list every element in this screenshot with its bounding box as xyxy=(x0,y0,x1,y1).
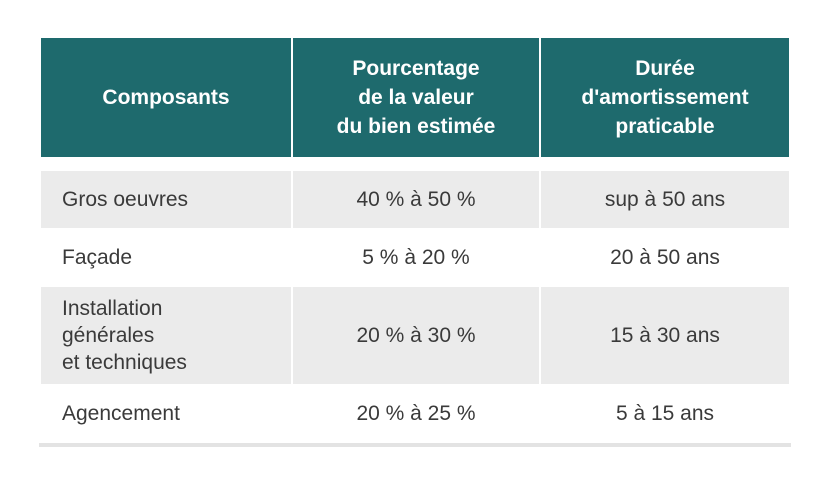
table-row: Agencement 20 % à 25 % 5 à 15 ans xyxy=(41,384,789,443)
cell-duree: sup à 50 ans xyxy=(541,171,789,228)
header-composants: Composants xyxy=(41,38,291,157)
cell-composant: Agencement xyxy=(41,384,291,443)
header-pourcentage: Pourcentage de la valeur du bien estimée xyxy=(293,38,539,157)
header-spacer xyxy=(41,157,789,171)
cell-duree: 5 à 15 ans xyxy=(541,384,789,443)
cell-duree-text: 15 à 30 ans xyxy=(610,324,720,347)
table-row: Installation générales et techniques 20 … xyxy=(41,287,789,384)
cell-pourcentage-text: 20 % à 25 % xyxy=(356,402,476,425)
cell-duree-text: sup à 50 ans xyxy=(604,188,726,211)
cell-composant-text: Gros oeuvres xyxy=(62,188,189,211)
cell-composant: Gros oeuvres xyxy=(41,171,291,228)
table-row: Gros oeuvres 40 % à 50 % sup à 50 ans xyxy=(41,171,789,228)
cell-pourcentage: 20 % à 30 % xyxy=(293,287,539,384)
cell-pourcentage-text: 20 % à 30 % xyxy=(356,324,476,347)
cell-pourcentage-text: 40 % à 50 % xyxy=(356,188,476,211)
cell-composant: Installation générales et techniques xyxy=(41,287,291,384)
cell-pourcentage: 20 % à 25 % xyxy=(293,384,539,443)
cell-duree-text: 20 à 50 ans xyxy=(610,246,720,269)
table-header-row: Composants Pourcentage de la valeur du b… xyxy=(41,38,789,157)
cell-duree-text: 5 à 15 ans xyxy=(615,402,715,425)
table-bottom-border xyxy=(39,443,791,447)
table-row: Façade 5 % à 20 % 20 à 50 ans xyxy=(41,228,789,287)
cell-pourcentage: 5 % à 20 % xyxy=(293,228,539,287)
cell-duree: 20 à 50 ans xyxy=(541,228,789,287)
header-pourcentage-label: Pourcentage de la valeur du bien estimée xyxy=(336,57,496,138)
header-composants-label: Composants xyxy=(102,86,230,109)
cell-duree: 15 à 30 ans xyxy=(541,287,789,384)
cell-composant-text: Installation générales et techniques xyxy=(62,297,187,374)
cell-composant-text: Agencement xyxy=(62,402,180,425)
amortization-table: Composants Pourcentage de la valeur du b… xyxy=(39,38,791,447)
cell-composant-text: Façade xyxy=(62,246,133,269)
cell-composant: Façade xyxy=(41,228,291,287)
cell-pourcentage: 40 % à 50 % xyxy=(293,171,539,228)
header-duree: Durée d'amortissement praticable xyxy=(541,38,789,157)
cell-pourcentage-text: 5 % à 20 % xyxy=(362,246,470,269)
header-duree-label: Durée d'amortissement praticable xyxy=(581,57,749,138)
